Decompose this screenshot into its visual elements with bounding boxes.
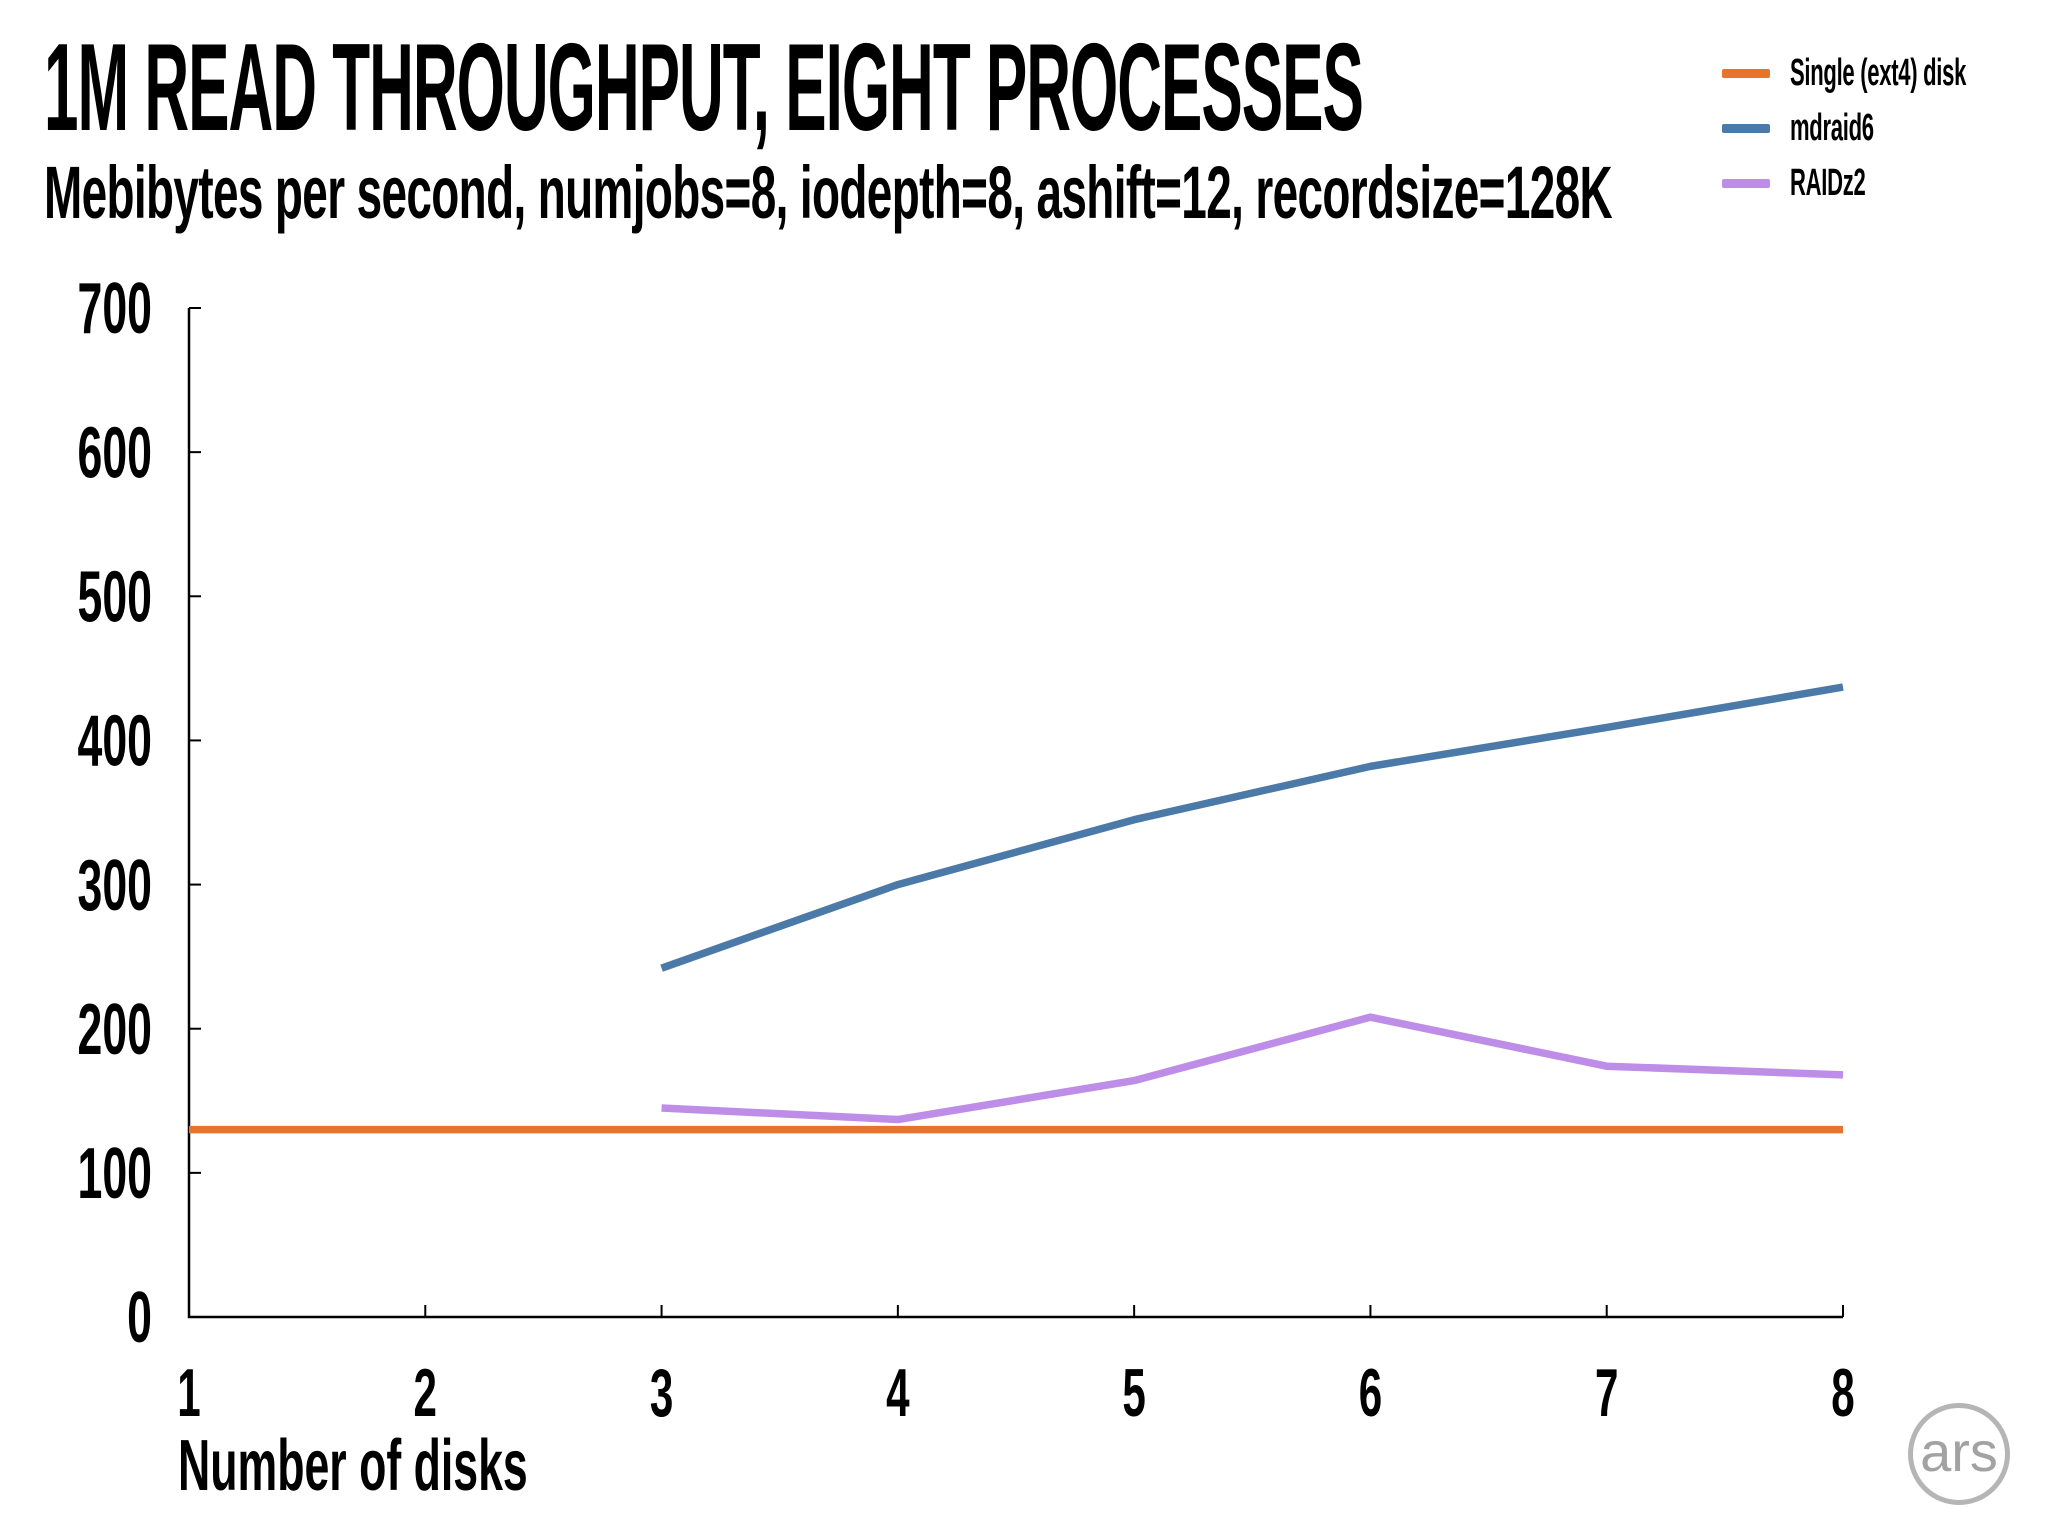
y-tick-label: 400: [78, 701, 152, 782]
y-tick-label: 200: [78, 989, 152, 1070]
legend-item-raidz2: RAIDz2: [1722, 156, 2048, 211]
series-line-raidz2: [661, 1013, 1844, 1124]
y-tick-label: 100: [78, 1133, 152, 1214]
legend-label: Single (ext4) disk: [1790, 52, 1967, 94]
legend-swatch-single-ext4-disk: [1722, 69, 1770, 78]
legend-item-single-ext4-disk: Single (ext4) disk: [1722, 46, 2048, 101]
axes: [187, 308, 1843, 1319]
y-tick-label: 0: [127, 1277, 152, 1358]
y-tick-label: 300: [78, 845, 152, 926]
x-tick-label: 7: [1595, 1355, 1618, 1431]
x-tick-label: 8: [1831, 1355, 1854, 1431]
legend-swatch-mdraid6: [1722, 124, 1770, 133]
chart-title-text: 1M READ THROUGHPUT, EIGHT PROCESSES: [44, 19, 1364, 157]
x-tick-label: 5: [1122, 1355, 1145, 1431]
y-tick-label: 500: [78, 557, 152, 638]
chart-subtitle: Mebibytes per second, numjobs=8, iodepth…: [44, 156, 2048, 230]
series-line-mdraid6: [660, 683, 1844, 972]
y-tick-label: 600: [78, 412, 152, 493]
chart-subtitle-text: Mebibytes per second, numjobs=8, iodepth…: [44, 151, 1613, 234]
ars-logo-text: ars: [1920, 1419, 1998, 1483]
y-tick-label: 700: [78, 268, 152, 349]
x-tick-label: 3: [650, 1355, 673, 1431]
x-tick-label: 4: [886, 1355, 910, 1431]
x-axis-title: Number of disks: [178, 1426, 528, 1506]
x-tick-label: 1: [177, 1355, 200, 1431]
x-tick-label: 2: [414, 1355, 437, 1431]
legend: Single (ext4) disk mdraid6 RAIDz2: [1722, 46, 2048, 211]
legend-swatch-raidz2: [1722, 179, 1770, 188]
legend-item-mdraid6: mdraid6: [1722, 101, 2048, 156]
legend-label: mdraid6: [1790, 107, 1874, 149]
legend-label: RAIDz2: [1790, 162, 1866, 204]
ars-logo: ars: [1908, 1403, 2010, 1505]
x-tick-label: 6: [1359, 1355, 1382, 1431]
chart-title: 1M READ THROUGHPUT, EIGHT PROCESSES: [44, 26, 2048, 150]
